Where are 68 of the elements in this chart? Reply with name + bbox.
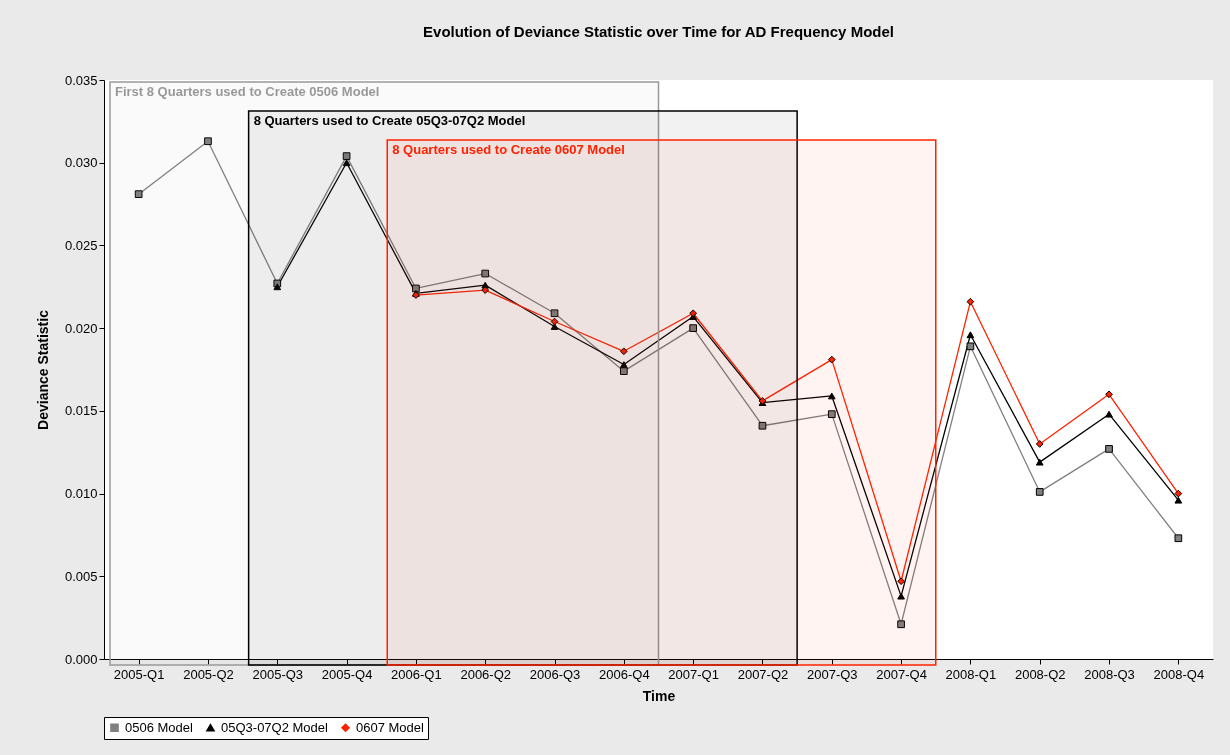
x-tick-label: 2005-Q2 xyxy=(183,666,234,682)
point xyxy=(412,284,420,293)
point xyxy=(1174,496,1183,504)
point xyxy=(897,620,905,629)
x-axis-title: Time xyxy=(642,687,676,704)
x-tick-label: 2006-Q4 xyxy=(599,666,650,682)
x-tick-label: 2005-Q4 xyxy=(321,666,373,682)
point xyxy=(619,361,628,368)
point xyxy=(689,324,698,332)
x-tick-label: 2006-Q3 xyxy=(529,666,581,682)
point xyxy=(1035,458,1044,466)
band-label: 8 Quarters used to Create 0607 Model xyxy=(392,142,625,157)
point xyxy=(1105,390,1113,399)
point xyxy=(1105,410,1113,418)
x-tick-label: 2006-Q2 xyxy=(460,666,512,682)
x-tick-label: 2007-Q4 xyxy=(876,666,927,682)
y-tick-label: 0.035 xyxy=(64,72,98,88)
point xyxy=(1174,534,1183,543)
y-tick-label: 0.020 xyxy=(64,320,98,336)
point xyxy=(550,309,559,318)
band-label: 8 Quarters used to Create 05Q3-07Q2 Model xyxy=(253,113,526,128)
x-tick-label: 2007-Q2 xyxy=(737,666,789,682)
point xyxy=(550,317,559,326)
y-tick-label: 0.000 xyxy=(64,651,98,667)
point xyxy=(897,577,905,586)
x-tick-label: 2005-Q1 xyxy=(113,666,165,682)
chart-title: Evolution of Deviance Statistic over Time for AD Frequency Model xyxy=(423,23,894,40)
legend-label: 05Q3-07Q2 Model xyxy=(221,719,329,735)
point xyxy=(481,286,490,294)
point xyxy=(1035,488,1044,496)
y-tick-label: 0.030 xyxy=(64,155,98,171)
point xyxy=(897,592,905,600)
point xyxy=(619,347,628,356)
point xyxy=(966,331,975,339)
y-tick-label: 0.005 xyxy=(64,568,98,584)
x-tick-label: 2005-Q3 xyxy=(252,666,304,682)
point xyxy=(827,355,836,364)
x-tick-label: 2008-Q2 xyxy=(1014,666,1066,682)
y-axis-title: Deviance Statistic xyxy=(34,309,51,430)
legend-label: 0506 Model xyxy=(125,719,194,735)
x-tick-label: 2008-Q3 xyxy=(1084,666,1135,682)
legend-label: 0607 Model xyxy=(356,719,425,735)
point xyxy=(342,159,351,167)
point xyxy=(273,283,282,291)
point xyxy=(1105,445,1113,453)
point xyxy=(827,410,836,419)
point xyxy=(966,342,975,351)
y-tick-label: 0.010 xyxy=(64,486,98,502)
point xyxy=(1174,489,1183,498)
x-tick-label: 2007-Q1 xyxy=(668,666,719,682)
point xyxy=(827,392,836,400)
point xyxy=(1035,440,1044,448)
point xyxy=(966,297,975,306)
point xyxy=(758,421,767,430)
point xyxy=(134,190,143,198)
point xyxy=(481,269,490,278)
point xyxy=(689,309,698,318)
point xyxy=(342,152,351,160)
y-tick-label: 0.015 xyxy=(64,403,98,419)
x-tick-label: 2008-Q4 xyxy=(1153,666,1205,682)
x-tick-label: 2007-Q3 xyxy=(806,666,858,682)
point xyxy=(204,137,212,146)
x-tick-label: 2006-Q1 xyxy=(391,666,442,682)
band-label: First 8 Quarters used to Create 0506 Model xyxy=(115,84,380,99)
point xyxy=(619,367,628,376)
y-tick-label: 0.025 xyxy=(64,237,98,253)
point xyxy=(550,323,559,330)
x-tick-label: 2008-Q1 xyxy=(945,666,997,682)
